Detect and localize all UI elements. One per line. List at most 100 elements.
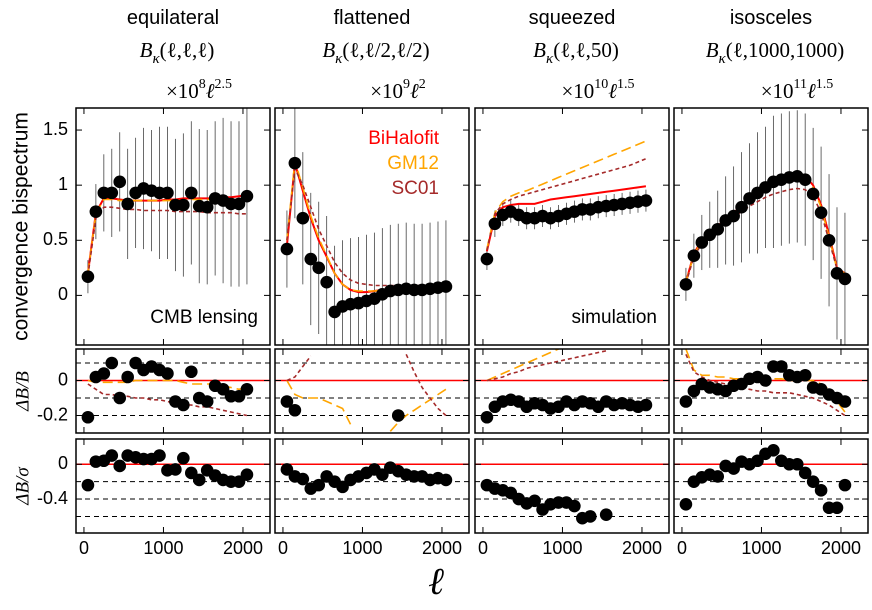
- data-point: [439, 280, 453, 293]
- series-line: [87, 379, 248, 391]
- y-axis-label: ΔB/σ: [12, 467, 33, 506]
- series-line: [486, 349, 559, 382]
- data-point: [480, 252, 494, 266]
- scale-ell: ℓ: [608, 79, 617, 103]
- scale-exp: 10: [594, 77, 608, 92]
- formula-base: B: [533, 38, 546, 62]
- data-point: [830, 501, 844, 515]
- data-point: [679, 395, 693, 408]
- legend-entry: BiHalofit: [368, 128, 439, 149]
- scale-ell: ℓ: [206, 79, 215, 103]
- data-point: [97, 367, 111, 380]
- data-point: [798, 173, 812, 186]
- panel-frame: [474, 348, 670, 434]
- plot-area: [674, 349, 868, 417]
- data-point: [280, 395, 294, 408]
- data-point: [161, 367, 174, 380]
- x-tick-label: 0: [677, 538, 687, 558]
- x-tick-label: 2000: [622, 538, 662, 558]
- formula-base: B: [140, 38, 153, 62]
- data-point: [480, 410, 494, 424]
- y-axis-label: convergence bispectrum: [10, 112, 33, 341]
- data-point: [391, 409, 405, 422]
- scale-prefix: ×10: [561, 79, 594, 103]
- panel: 0 0.5 1 1.5: [43, 107, 271, 346]
- plot-area: [76, 449, 270, 517]
- panel: [673, 348, 869, 434]
- data-point: [280, 242, 294, 256]
- panel-subtitle: Bκ(ℓ,1000,1000): [706, 38, 845, 67]
- data-point: [679, 278, 693, 291]
- x-tick-label: 0: [79, 538, 89, 558]
- panel: [274, 348, 470, 434]
- data-point: [200, 395, 214, 408]
- data-point: [790, 457, 804, 471]
- panel-frame: [274, 348, 470, 434]
- data-point: [184, 186, 198, 200]
- data-point: [488, 217, 502, 231]
- data-point: [304, 252, 318, 266]
- plot-area: [81, 108, 254, 294]
- y-tick-label: 1.5: [43, 119, 68, 139]
- formula-sub: κ: [546, 51, 554, 67]
- plot-area: [76, 356, 270, 424]
- formula-base: B: [706, 38, 719, 62]
- data-point: [200, 200, 214, 214]
- panel: [274, 107, 470, 346]
- formula-args: (ℓ,ℓ/2,ℓ/2): [342, 38, 429, 62]
- series-line: [486, 140, 647, 250]
- panel-scale: ×1010ℓ1.5: [561, 77, 634, 103]
- data-point: [177, 451, 190, 465]
- y-tick-label: -0.4: [37, 488, 68, 508]
- data-point: [639, 398, 653, 412]
- data-point: [759, 374, 772, 387]
- x-tick-label: 2000: [821, 538, 861, 558]
- series-line: [486, 350, 607, 382]
- data-point: [121, 197, 134, 211]
- data-point: [320, 275, 333, 289]
- data-point: [806, 187, 820, 201]
- data-point: [121, 370, 134, 384]
- legend-entry: SC01: [391, 178, 439, 199]
- x-tick-label: 1000: [342, 538, 382, 558]
- plot-area: [475, 349, 669, 424]
- x-tick-label: 0: [478, 538, 488, 558]
- data-point: [105, 186, 119, 200]
- formula-sub: κ: [719, 51, 727, 67]
- data-point: [727, 209, 740, 223]
- data-point: [240, 382, 254, 396]
- scale-ell-exp: 2.5: [215, 77, 233, 92]
- plot-area: [679, 110, 852, 345]
- data-point: [240, 468, 254, 481]
- data-point: [822, 233, 836, 247]
- plot-area: [674, 444, 868, 517]
- panel-frame: [75, 348, 271, 434]
- series-line: [87, 197, 248, 274]
- data-point: [695, 236, 709, 249]
- scale-prefix: ×10: [166, 79, 199, 103]
- data-point: [439, 473, 453, 487]
- panel-scale: ×108ℓ2.5: [166, 77, 232, 103]
- data-point: [81, 410, 95, 424]
- scale-exp: 8: [199, 77, 206, 92]
- annotation: simulation: [571, 307, 657, 328]
- data-point: [240, 189, 254, 203]
- panel-frame: [673, 438, 869, 534]
- data-point: [192, 473, 206, 487]
- y-axis-label: ΔB/B: [12, 371, 33, 412]
- panel-frame: [474, 107, 670, 346]
- panel-frame: [673, 107, 869, 346]
- data-point: [312, 478, 326, 492]
- y-tick-label: 0: [58, 453, 68, 473]
- data-point: [81, 270, 95, 283]
- panel-frame: [274, 107, 470, 346]
- plot-area: [475, 463, 669, 525]
- x-tick-label: 2000: [223, 538, 263, 558]
- panel-subtitle: Bκ(ℓ,ℓ,ℓ): [140, 38, 215, 67]
- legend-entry: GM12: [387, 153, 439, 174]
- data-point: [583, 510, 597, 523]
- panel-frame: [75, 107, 271, 346]
- plot-area: [280, 108, 453, 345]
- plot-area: [275, 353, 469, 432]
